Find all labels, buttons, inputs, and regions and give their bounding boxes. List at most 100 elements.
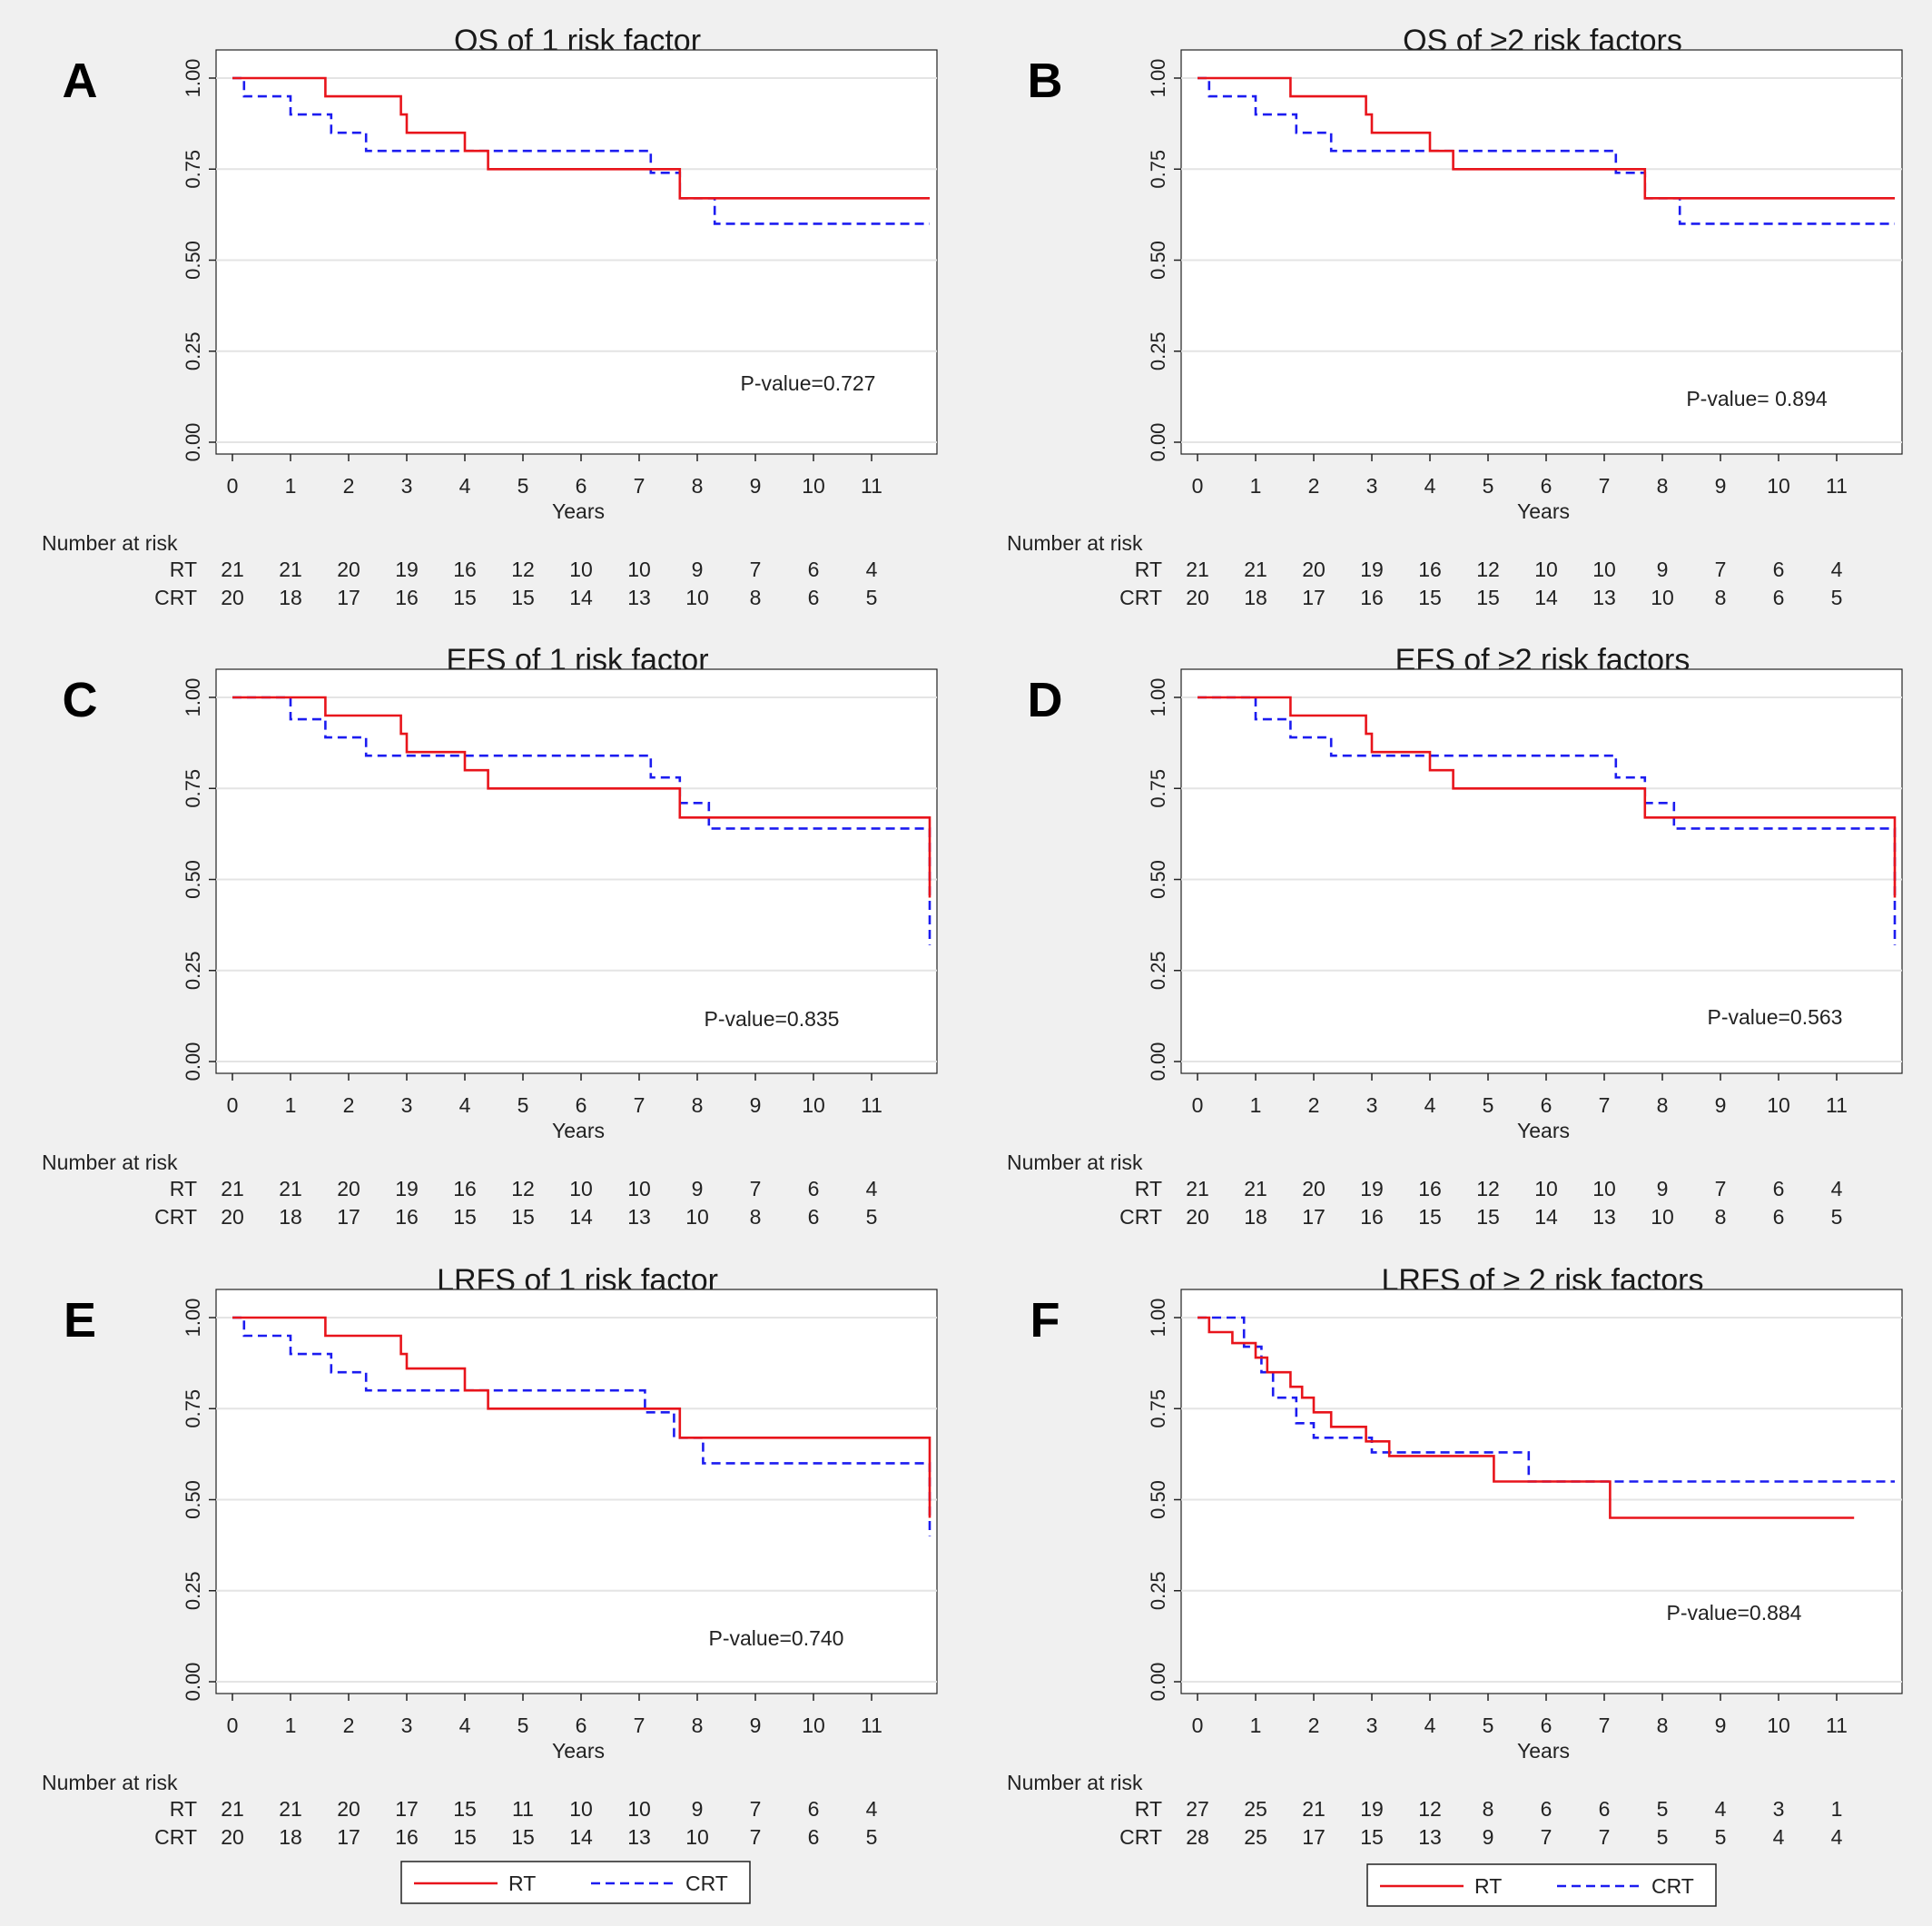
risk-value: 25 xyxy=(1244,1825,1267,1849)
risk-value: 14 xyxy=(569,586,593,609)
risk-row-label: CRT xyxy=(1119,1825,1162,1849)
risk-value: 10 xyxy=(685,1205,709,1229)
x-axis-label: Years xyxy=(552,499,605,523)
risk-value: 5 xyxy=(1657,1825,1669,1849)
risk-value: 8 xyxy=(1715,586,1727,609)
plot-area xyxy=(215,668,938,1074)
x-tick-label: 2 xyxy=(1308,474,1320,498)
x-tick-label: 0 xyxy=(227,1714,239,1737)
risk-row-label: RT xyxy=(170,1177,197,1200)
x-tick-label: 11 xyxy=(861,1093,882,1117)
risk-value: 10 xyxy=(569,1177,593,1200)
risk-value: 8 xyxy=(1483,1797,1494,1821)
risk-value: 6 xyxy=(1773,558,1785,581)
risk-value: 14 xyxy=(569,1205,593,1229)
x-tick-label: 9 xyxy=(750,1714,762,1737)
risk-row-label: RT xyxy=(1135,558,1162,581)
risk-value: 17 xyxy=(1302,586,1326,609)
risk-value: 6 xyxy=(808,1797,820,1821)
x-tick-label: 0 xyxy=(227,474,239,498)
legend-2: RT CRT xyxy=(1366,1863,1717,1907)
risk-value: 10 xyxy=(1651,586,1674,609)
x-tick-label: 3 xyxy=(401,1714,413,1737)
y-tick-label: 0.25 xyxy=(182,951,204,990)
x-tick-label: 3 xyxy=(1366,474,1378,498)
plot-area xyxy=(1180,1289,1903,1694)
risk-value: 21 xyxy=(221,558,244,581)
x-tick-label: 7 xyxy=(1599,474,1611,498)
risk-value: 20 xyxy=(1302,1177,1326,1200)
risk-value: 4 xyxy=(1831,1177,1843,1200)
risk-value: 7 xyxy=(750,558,762,581)
risk-value: 20 xyxy=(337,1177,360,1200)
risk-value: 7 xyxy=(1541,1825,1552,1849)
x-tick-label: 10 xyxy=(1767,1093,1790,1117)
risk-row-label: CRT xyxy=(154,1825,197,1849)
risk-value: 20 xyxy=(337,1797,360,1821)
risk-value: 15 xyxy=(511,586,535,609)
risk-row-label: CRT xyxy=(1119,586,1162,609)
risk-value: 15 xyxy=(453,586,477,609)
x-tick-label: 6 xyxy=(576,474,587,498)
x-tick-label: 7 xyxy=(634,474,646,498)
y-tick-label: 0.25 xyxy=(1147,1571,1169,1610)
x-tick-label: 10 xyxy=(1767,1714,1790,1737)
x-tick-label: 3 xyxy=(401,1093,413,1117)
risk-table-header: Number at risk xyxy=(1007,1771,1143,1794)
y-tick-label: 1.00 xyxy=(1147,59,1169,98)
risk-value: 5 xyxy=(1831,1205,1843,1229)
x-tick-label: 3 xyxy=(401,474,413,498)
x-tick-label: 5 xyxy=(518,1714,529,1737)
panels: AOS of 1 risk factor0.000.250.500.751.00… xyxy=(42,24,1903,1849)
risk-value: 12 xyxy=(1476,1177,1500,1200)
x-tick-label: 2 xyxy=(343,474,355,498)
series-line-rt xyxy=(232,1316,932,1518)
risk-value: 6 xyxy=(808,1177,820,1200)
x-tick-label: 4 xyxy=(459,1714,471,1737)
series-line-rt xyxy=(1198,696,1897,898)
risk-row-label: CRT xyxy=(154,1205,197,1229)
risk-value: 20 xyxy=(1186,1205,1209,1229)
risk-value: 18 xyxy=(1244,586,1267,609)
x-tick-label: 4 xyxy=(1424,1093,1436,1117)
x-axis-label: Years xyxy=(1517,1119,1570,1142)
risk-value: 16 xyxy=(1360,586,1384,609)
y-tick-label: 0.50 xyxy=(182,1480,204,1519)
x-axis-label: Years xyxy=(552,1739,605,1763)
x-tick-label: 1 xyxy=(285,474,297,498)
risk-value: 5 xyxy=(866,1205,878,1229)
y-tick-label: 0.00 xyxy=(1147,1663,1169,1702)
x-tick-label: 7 xyxy=(634,1093,646,1117)
risk-row-label: RT xyxy=(1135,1177,1162,1200)
x-tick-label: 2 xyxy=(1308,1714,1320,1737)
risk-value: 19 xyxy=(1360,1177,1384,1200)
risk-value: 16 xyxy=(453,1177,477,1200)
risk-row-label: CRT xyxy=(154,586,197,609)
x-tick-label: 6 xyxy=(576,1714,587,1737)
risk-table-header: Number at risk xyxy=(1007,531,1143,555)
risk-value: 19 xyxy=(1360,558,1384,581)
risk-row-label: RT xyxy=(170,1797,197,1821)
risk-value: 10 xyxy=(627,558,651,581)
x-tick-label: 8 xyxy=(692,1093,704,1117)
x-tick-label: 1 xyxy=(1250,1093,1262,1117)
x-tick-label: 9 xyxy=(750,474,762,498)
risk-value: 15 xyxy=(1418,1205,1442,1229)
risk-value: 20 xyxy=(1302,558,1326,581)
risk-row-label: CRT xyxy=(1119,1205,1162,1229)
risk-value: 12 xyxy=(511,1177,535,1200)
plot-area xyxy=(215,1289,938,1694)
risk-value: 6 xyxy=(1599,1797,1611,1821)
x-axis-label: Years xyxy=(1517,1739,1570,1763)
panel-letter: C xyxy=(63,673,98,727)
risk-value: 15 xyxy=(1418,586,1442,609)
x-tick-label: 6 xyxy=(1541,1093,1552,1117)
series-line-crt xyxy=(1198,1316,1895,1483)
risk-value: 3 xyxy=(1773,1797,1785,1821)
risk-value: 17 xyxy=(337,1205,360,1229)
risk-value: 6 xyxy=(1541,1797,1552,1821)
panel-letter: F xyxy=(1030,1293,1060,1348)
y-tick-label: 0.00 xyxy=(1147,423,1169,462)
